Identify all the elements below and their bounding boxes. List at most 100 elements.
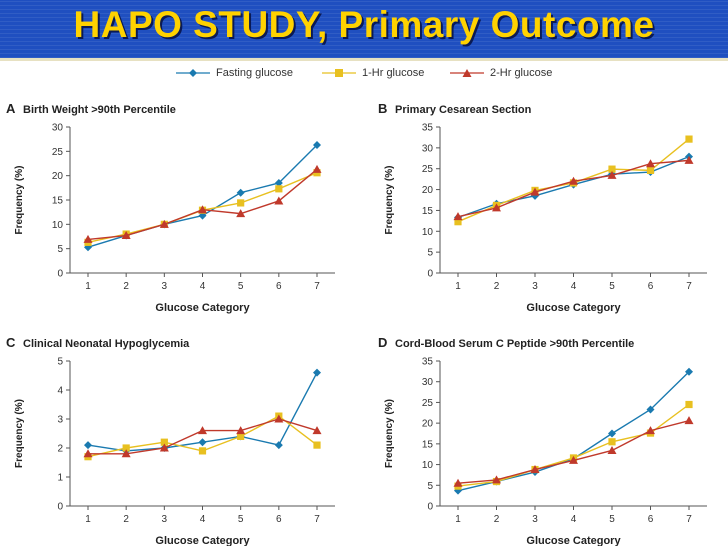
y-tick-label: 0	[57, 269, 63, 280]
x-tick-label: 7	[686, 514, 692, 525]
y-tick-label: 35	[422, 123, 434, 134]
title-bar: HAPO STUDY, Primary Outcome	[0, 0, 728, 58]
y-tick-label: 20	[422, 185, 434, 196]
data-point-fasting	[84, 441, 92, 450]
y-tick-label: 0	[57, 502, 63, 513]
data-point-two_hr	[121, 449, 131, 458]
x-tick-label: 7	[686, 281, 692, 292]
data-point-fasting	[313, 141, 321, 150]
series-one_hr	[454, 400, 693, 490]
data-point-two_hr	[684, 416, 694, 425]
panel-b: B Primary Cesarean Section051015202530351…	[378, 101, 707, 314]
data-point-two_hr	[274, 414, 284, 423]
data-point-two_hr	[236, 209, 246, 218]
data-point-fasting	[274, 441, 283, 450]
legend-item-1hr: 1-Hr glucose	[322, 67, 424, 79]
panel-title: Birth Weight >90th Percentile	[23, 104, 176, 116]
data-point-fasting	[313, 368, 321, 377]
data-point-one_hr	[685, 135, 693, 143]
y-tick-label: 10	[422, 227, 434, 238]
y-tick-label: 15	[422, 206, 434, 217]
x-tick-label: 7	[314, 281, 320, 292]
legend-label-2hr: 2-Hr glucose	[490, 67, 553, 79]
panel-title: Clinical Neonatal Hypoglycemia	[23, 338, 190, 350]
data-point-two_hr	[492, 475, 501, 484]
data-point-two_hr	[607, 445, 617, 454]
x-tick-label: 3	[532, 281, 538, 292]
panel-d: D Cord-Blood Serum C Peptide >90th Percen…	[378, 335, 707, 546]
x-tick-label: 6	[276, 281, 282, 292]
x-tick-label: 5	[238, 281, 244, 292]
data-point-two_hr	[198, 205, 207, 214]
legend-item-fasting: Fasting glucose	[176, 67, 293, 79]
data-point-one_hr	[275, 185, 283, 193]
y-tick-label: 5	[57, 244, 63, 255]
x-tick-label: 6	[276, 514, 282, 525]
series-two_hr	[453, 416, 694, 487]
y-axis-label: Frequency (%)	[14, 399, 25, 468]
title-bar-pattern	[0, 0, 728, 58]
data-point-two_hr	[492, 203, 501, 212]
panel-title: Cord-Blood Serum C Peptide >90th Percent…	[395, 338, 634, 350]
data-point-fasting	[646, 405, 655, 414]
x-tick-label: 2	[123, 514, 129, 525]
panel-letter: C	[6, 335, 16, 350]
panel-title: Primary Cesarean Section	[395, 104, 532, 116]
y-tick-label: 0	[427, 269, 433, 280]
y-axis-label: Frequency (%)	[14, 166, 25, 235]
x-axis-label: Glucose Category	[526, 535, 621, 546]
data-point-two_hr	[312, 426, 322, 435]
data-point-fasting	[274, 178, 283, 187]
series-line-one_hr	[457, 403, 690, 487]
y-axis-label: Frequency (%)	[384, 166, 395, 235]
panel-a: A Birth Weight >90th Percentile0510152025…	[6, 101, 335, 314]
x-axis-label: Glucose Category	[155, 302, 250, 314]
y-tick-label: 30	[422, 143, 434, 154]
data-point-two_hr	[607, 170, 617, 179]
data-point-two_hr	[236, 426, 246, 435]
series-fasting	[454, 367, 693, 495]
data-point-one_hr	[608, 438, 616, 446]
series-two_hr	[453, 155, 694, 221]
data-point-two_hr	[530, 187, 540, 196]
y-tick-label: 3	[57, 415, 63, 426]
data-point-one_hr	[454, 218, 462, 226]
y-axis-label: Frequency (%)	[384, 399, 395, 468]
x-tick-label: 6	[648, 281, 654, 292]
x-tick-label: 1	[85, 514, 91, 525]
x-tick-label: 4	[571, 281, 577, 292]
y-tick-label: 1	[57, 473, 63, 484]
data-point-fasting	[685, 367, 693, 376]
x-tick-label: 5	[238, 514, 244, 525]
series-line-fasting	[87, 144, 318, 248]
panel-letter: D	[378, 335, 387, 350]
x-tick-label: 1	[85, 281, 91, 292]
data-point-fasting	[236, 188, 245, 197]
data-point-two_hr	[312, 164, 322, 173]
title-divider	[0, 58, 728, 61]
y-tick-label: 25	[422, 164, 434, 175]
legend-label-fasting: Fasting glucose	[216, 67, 294, 79]
y-tick-label: 20	[52, 171, 64, 182]
legend-fasting-marker-icon	[176, 69, 210, 77]
data-point-two_hr	[83, 234, 93, 243]
y-tick-label: 15	[422, 439, 434, 450]
x-tick-label: 4	[200, 514, 206, 525]
data-point-one_hr	[237, 199, 245, 207]
y-tick-label: 5	[57, 357, 63, 368]
data-point-two_hr	[453, 478, 463, 487]
data-point-fasting	[198, 438, 207, 447]
x-tick-label: 2	[123, 281, 129, 292]
data-point-two_hr	[569, 176, 578, 185]
x-tick-label: 5	[609, 514, 615, 525]
series-fasting	[84, 368, 321, 455]
x-tick-label: 5	[609, 281, 615, 292]
y-tick-label: 25	[52, 147, 64, 158]
x-tick-label: 3	[162, 514, 168, 525]
legend-1hr-marker-icon	[322, 69, 356, 77]
x-tick-label: 2	[494, 281, 500, 292]
x-axis-label: Glucose Category	[526, 302, 621, 314]
series-line-two_hr	[457, 419, 690, 484]
data-point-two_hr	[83, 449, 93, 458]
